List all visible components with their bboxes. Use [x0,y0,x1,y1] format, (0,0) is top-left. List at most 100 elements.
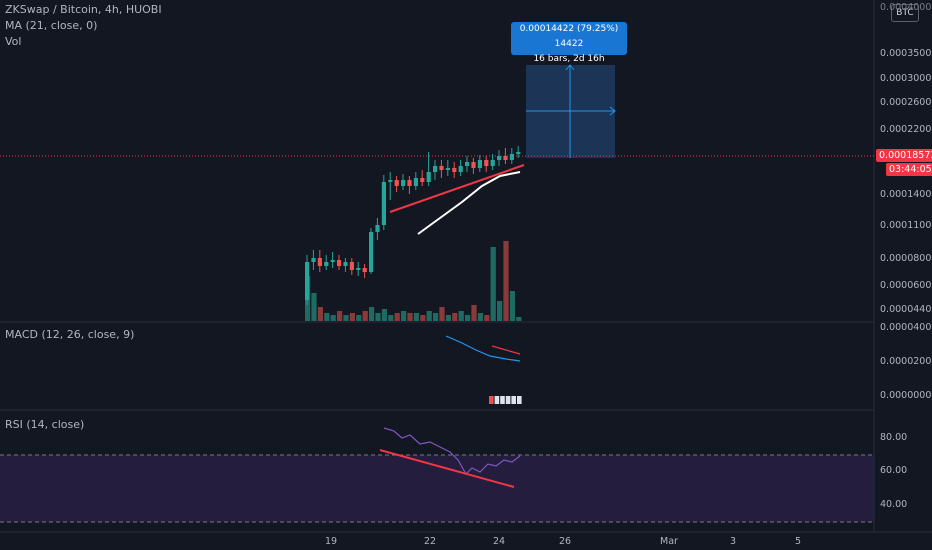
volume-bar [317,307,323,321]
candle-body[interactable] [356,268,361,270]
macd-histogram [489,396,522,404]
volume-bar [394,313,400,321]
candle-body[interactable] [426,172,431,182]
price-tick: 0.00022000 [880,124,932,135]
candle-body[interactable] [311,258,316,262]
candle-body[interactable] [516,152,521,154]
candle-body[interactable] [458,166,463,172]
measure-bars-text: 16 bars, 2d 16h [533,54,605,64]
candle-body[interactable] [381,182,386,225]
volume-bar [369,307,375,321]
time-tick: 3 [730,536,737,547]
macd-hist-bar [500,396,505,404]
time-tick: Mar [660,536,678,547]
candle-body[interactable] [477,160,482,168]
currency-badge[interactable]: BTC [891,4,919,22]
rsi-divergence-trendline[interactable] [379,449,515,488]
candle-body[interactable] [305,262,310,300]
price-tick: 0.00004400 [880,304,932,315]
macd-signal-line [491,345,521,355]
macd-hist-bar [489,396,494,404]
price-tick: 0.00011000 [880,220,932,231]
ma-line [417,171,521,235]
volume-bar [426,311,432,321]
measure-up-arrow [565,64,575,71]
volume-bar [509,291,515,321]
ma-indicator-label[interactable]: MA (21, close, 0) [5,19,98,32]
price-tick: 0.00035000 [880,48,932,59]
volume-bar [407,313,413,321]
volume-bar [445,315,451,321]
volume-bar [516,317,522,321]
volume-bar [490,247,496,321]
candle-body[interactable] [388,180,393,182]
candle-body[interactable] [394,180,399,186]
candle-body[interactable] [317,258,322,266]
candle-body[interactable] [413,178,418,186]
candle-body[interactable] [445,168,450,170]
candle-body[interactable] [407,180,412,186]
candle-body[interactable] [420,178,425,182]
volume-bar [413,313,419,321]
price-tick: 0.00014000 [880,189,932,200]
price-tick: 0.00026000 [880,97,932,108]
candle-body[interactable] [471,162,476,168]
volume-bar [388,315,394,321]
volume-bar [433,313,439,321]
volume-bar [439,307,445,321]
time-tick: 5 [795,536,802,547]
volume-bar [330,315,336,321]
volume-bar [356,315,362,321]
volume-bar [349,313,355,321]
support-trendline[interactable] [389,164,525,213]
candle-body[interactable] [433,166,438,172]
volume-bar [311,293,317,321]
volume-bar [420,315,426,321]
macd-hist-bar [511,396,516,404]
price-tick: 0.00030000 [880,73,932,84]
symbol-title[interactable]: ZKSwap / Bitcoin, 4h, HUOBI [5,3,162,16]
macd-indicator-label[interactable]: MACD (12, 26, close, 9) [5,328,135,341]
candle-body[interactable] [509,154,514,160]
time-tick: 22 [424,536,437,547]
volume-bar [471,305,477,321]
volume-bar [324,313,330,321]
rsi-tick: 60.00 [880,465,908,476]
volume-bar [484,315,490,321]
candle-body[interactable] [375,225,380,232]
candle-body[interactable] [369,232,374,272]
time-tick: 26 [559,536,572,547]
candle-body[interactable] [349,262,354,270]
macd-line [445,335,521,362]
macd-hist-bar [517,396,522,404]
volume-bar [477,313,483,321]
macd-tick: 0.00004000 [880,322,932,333]
candle-body[interactable] [465,162,470,166]
volume-indicator-label[interactable]: Vol [5,35,22,48]
volume-bar [503,241,509,321]
macd-hist-bar [505,396,511,404]
rsi-tick: 40.00 [880,499,908,510]
candle-body[interactable] [452,168,457,172]
candle-body[interactable] [337,260,342,266]
candle-body[interactable] [343,262,348,266]
volume-bar [458,311,464,321]
volume-bar [465,315,471,321]
candle-body[interactable] [490,160,495,166]
candle-body[interactable] [324,262,329,266]
candles[interactable] [305,146,521,305]
measure-right-arrow [609,106,616,116]
candle-body[interactable] [362,268,367,272]
candle-body[interactable] [497,156,502,160]
volume-bar [343,315,349,321]
volume-bar [362,311,368,321]
candle-body[interactable] [503,156,508,160]
rsi-indicator-label[interactable]: RSI (14, close) [5,418,85,431]
candle-body[interactable] [401,180,406,186]
price-tick: 0.00006000 [880,280,932,291]
candle-body[interactable] [330,260,335,262]
candle-body[interactable] [484,160,489,166]
candle-body[interactable] [439,166,444,170]
time-tick: 19 [325,536,338,547]
